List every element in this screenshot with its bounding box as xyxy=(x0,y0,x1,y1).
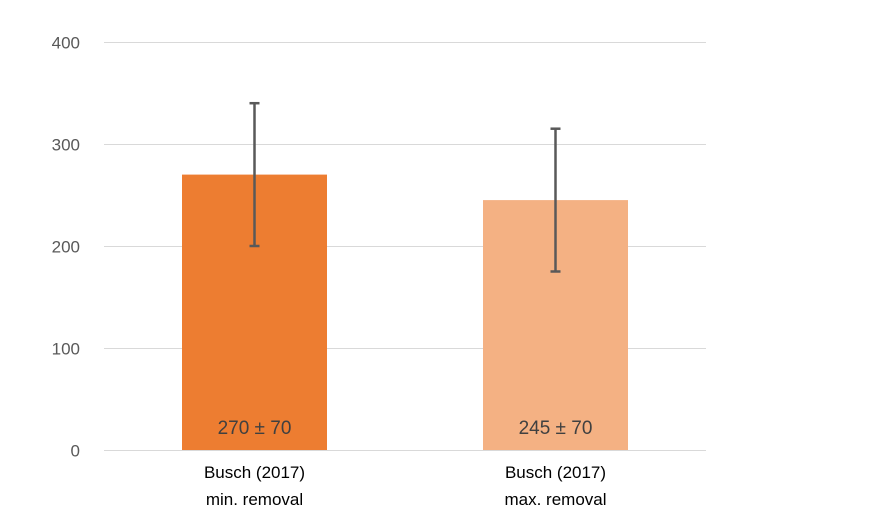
x-axis-category-labels: Busch (2017) min. removal Busch (2017) max.… xyxy=(204,463,607,509)
y-tick-label: 0 xyxy=(71,442,80,461)
error-bar-1 xyxy=(249,101,260,248)
y-tick-label: 400 xyxy=(52,34,80,53)
bars xyxy=(182,174,628,450)
data-label-2: 245 ± 70 xyxy=(519,418,593,439)
y-tick-label: 300 xyxy=(52,136,80,155)
error-bars xyxy=(249,101,561,273)
y-axis-tick-labels: 0 100 200 300 400 xyxy=(52,34,80,461)
data-labels: 270 ± 70 245 ± 70 xyxy=(218,418,593,439)
error-bar-2 xyxy=(550,127,561,273)
category-label-2-line-1: Busch (2017) xyxy=(505,463,606,482)
y-tick-label: 200 xyxy=(52,238,80,257)
category-label-1-line-1: Busch (2017) xyxy=(204,463,305,482)
y-tick-label: 100 xyxy=(52,340,80,359)
category-label-1-line-2: min. removal xyxy=(206,490,303,509)
category-label-2-line-2: max. removal xyxy=(504,490,606,509)
data-label-1: 270 ± 70 xyxy=(218,418,292,439)
